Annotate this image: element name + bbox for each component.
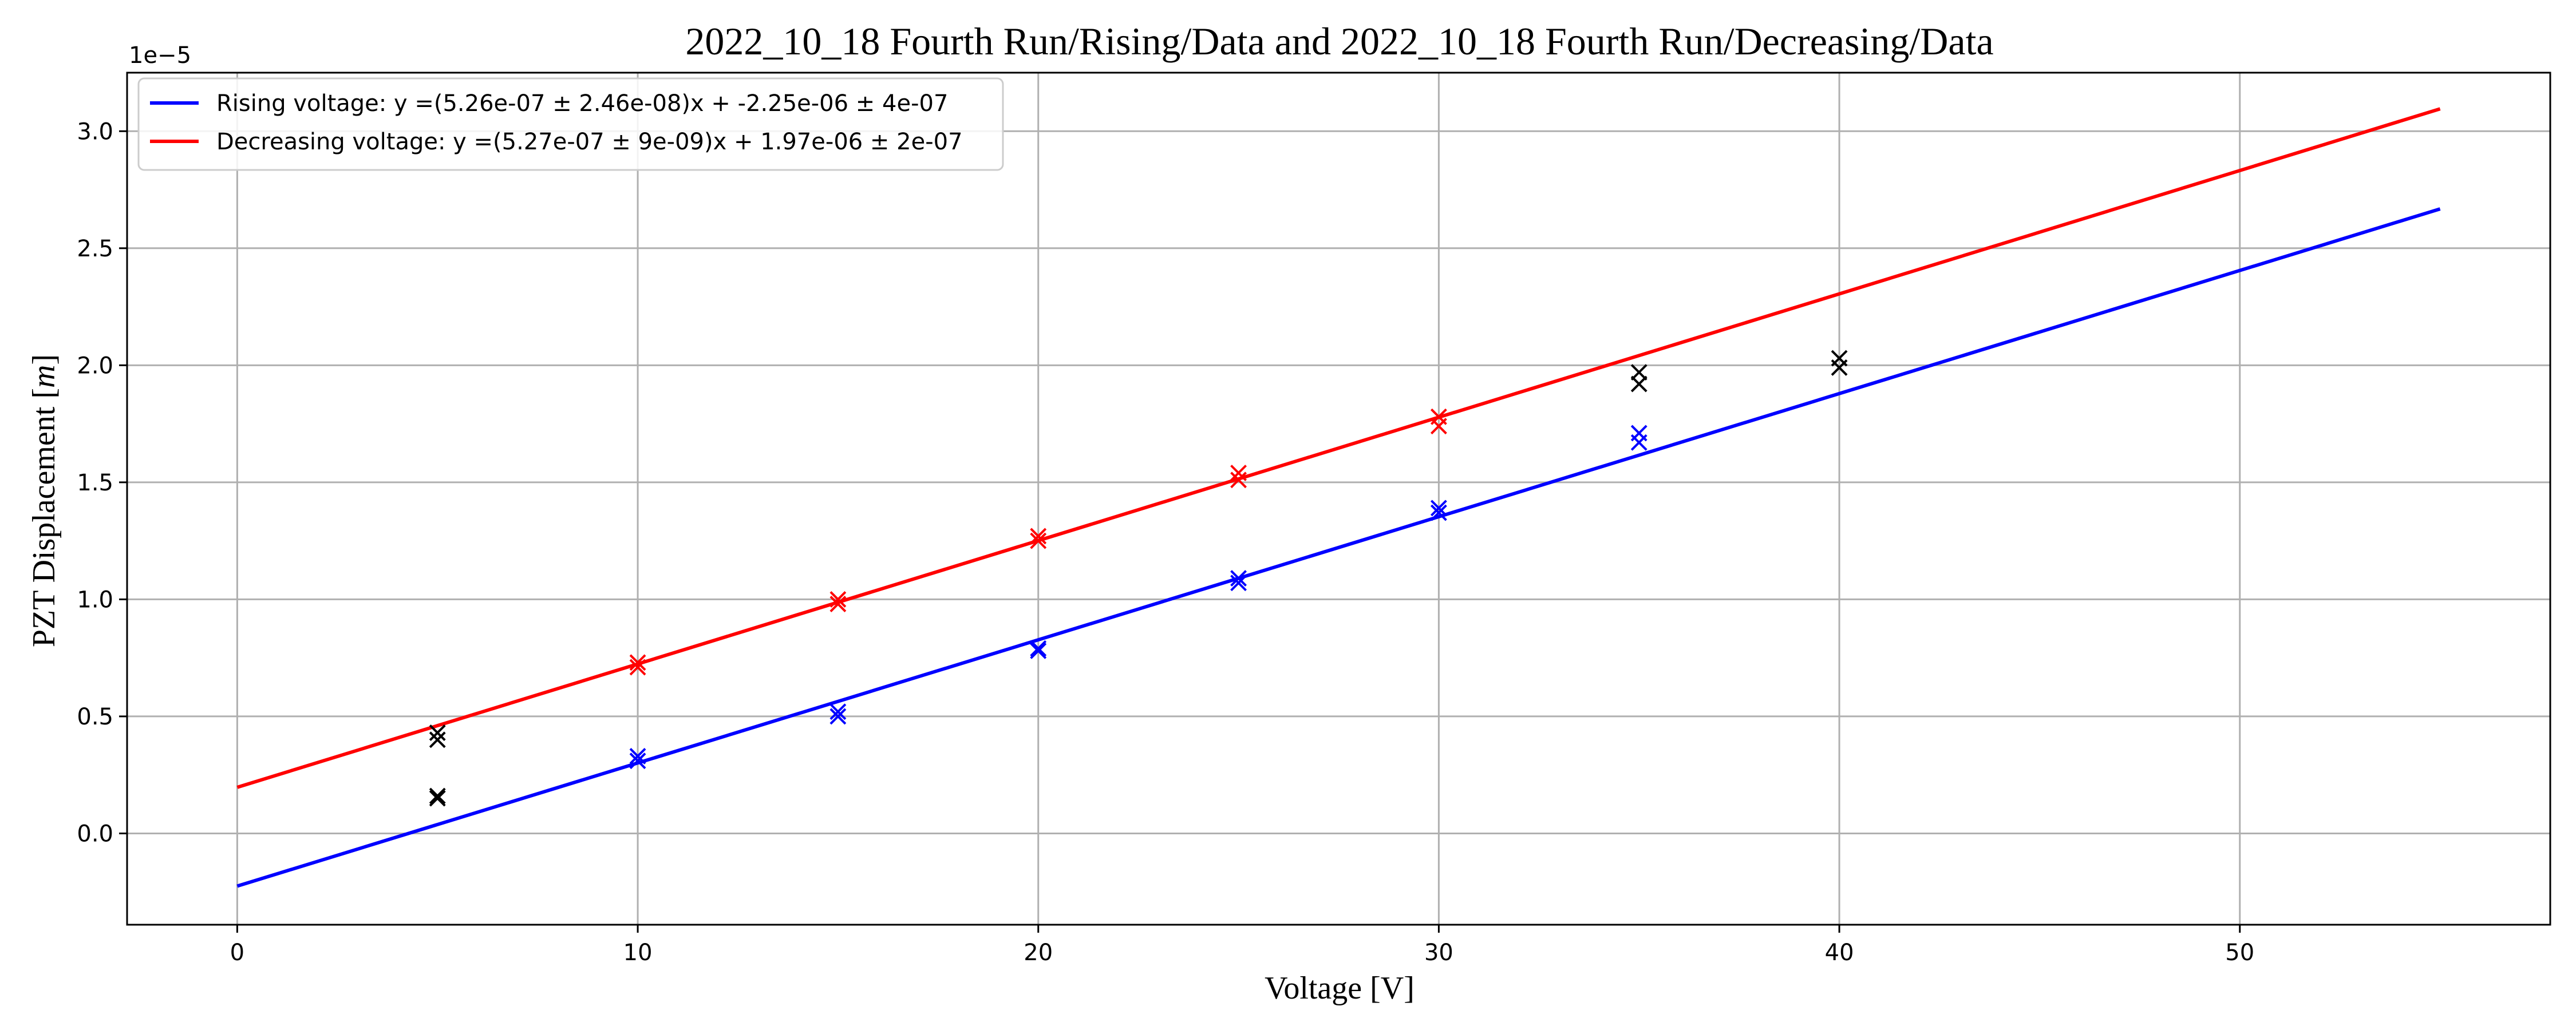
legend-box [137, 77, 1004, 171]
x-tick-label: 50 [2225, 940, 2254, 966]
data-point [429, 790, 446, 807]
data-point [1630, 425, 1647, 442]
data-point [1431, 408, 1447, 425]
data-point [429, 787, 446, 805]
y-tick-label: 0.0 [77, 821, 113, 847]
axis-ticks: 0 10 20 30 40 50 0.0 0.5 1.0 1.5 2.0 2.5 3.0 [77, 118, 2254, 966]
y-tick-label: 1.0 [77, 587, 113, 613]
grid [127, 73, 2550, 925]
legend-entry-decreasing: Decreasing voltage: y =(5.27e-07 ± 9e-09… [216, 129, 963, 155]
data-point [1230, 570, 1247, 587]
x-tick-label: 40 [1825, 940, 1854, 966]
y-axis-offset-label: 1e−5 [129, 42, 191, 69]
chart-title: 2022_10_18 Fourth Run/Rising/Data and 20… [685, 19, 1993, 63]
y-tick-label: 2.5 [77, 236, 113, 262]
plot-area-frame [126, 72, 2551, 926]
data-point [1431, 500, 1447, 517]
fit-line-rising [236, 207, 2441, 888]
data-point [829, 596, 847, 612]
x-tick-label: 0 [230, 940, 244, 966]
data-point [1630, 375, 1647, 393]
data-point [829, 703, 847, 720]
x-tick-label: 10 [623, 940, 653, 966]
x-axis-label: Voltage [V] [1265, 970, 1415, 1006]
data-point [1230, 472, 1247, 489]
data-point [1030, 640, 1047, 657]
y-tick-label: 0.5 [77, 704, 113, 730]
y-axis-label-close: ] [26, 354, 62, 365]
data-point [629, 659, 646, 676]
data-point [1630, 364, 1647, 381]
y-tick-label: 2.0 [77, 352, 113, 379]
x-tick-label: 30 [1424, 940, 1453, 966]
y-axis-label-unit: m [26, 365, 62, 388]
y-tick-label: 3.0 [77, 118, 113, 145]
y-axis-label: PZT Displacement [m] [26, 354, 62, 647]
data-point [829, 708, 847, 725]
data-point [1831, 350, 1848, 367]
data-point [1230, 575, 1247, 592]
data-point [629, 654, 646, 671]
data-point [429, 731, 446, 748]
data-point [1230, 465, 1247, 481]
y-tick-label: 1.5 [77, 470, 113, 496]
data-point [1030, 528, 1047, 545]
x-tick-label: 20 [1024, 940, 1053, 966]
data-point [629, 752, 646, 770]
data-point [1030, 642, 1047, 659]
data-point [1431, 504, 1447, 521]
y-axis-label-text: PZT Displacement [ [26, 388, 62, 647]
data-point [1030, 532, 1047, 549]
data-point [829, 591, 847, 608]
data-point [429, 724, 446, 741]
fit-lines [236, 107, 2441, 888]
legend: Rising voltage: y =(5.26e-07 ± 2.46e-08)… [137, 77, 1004, 171]
data-point [629, 748, 646, 764]
data-points [429, 350, 1848, 807]
legend-entry-rising: Rising voltage: y =(5.26e-07 ± 2.46e-08)… [216, 90, 948, 117]
fit-line-decreasing [236, 107, 2441, 789]
